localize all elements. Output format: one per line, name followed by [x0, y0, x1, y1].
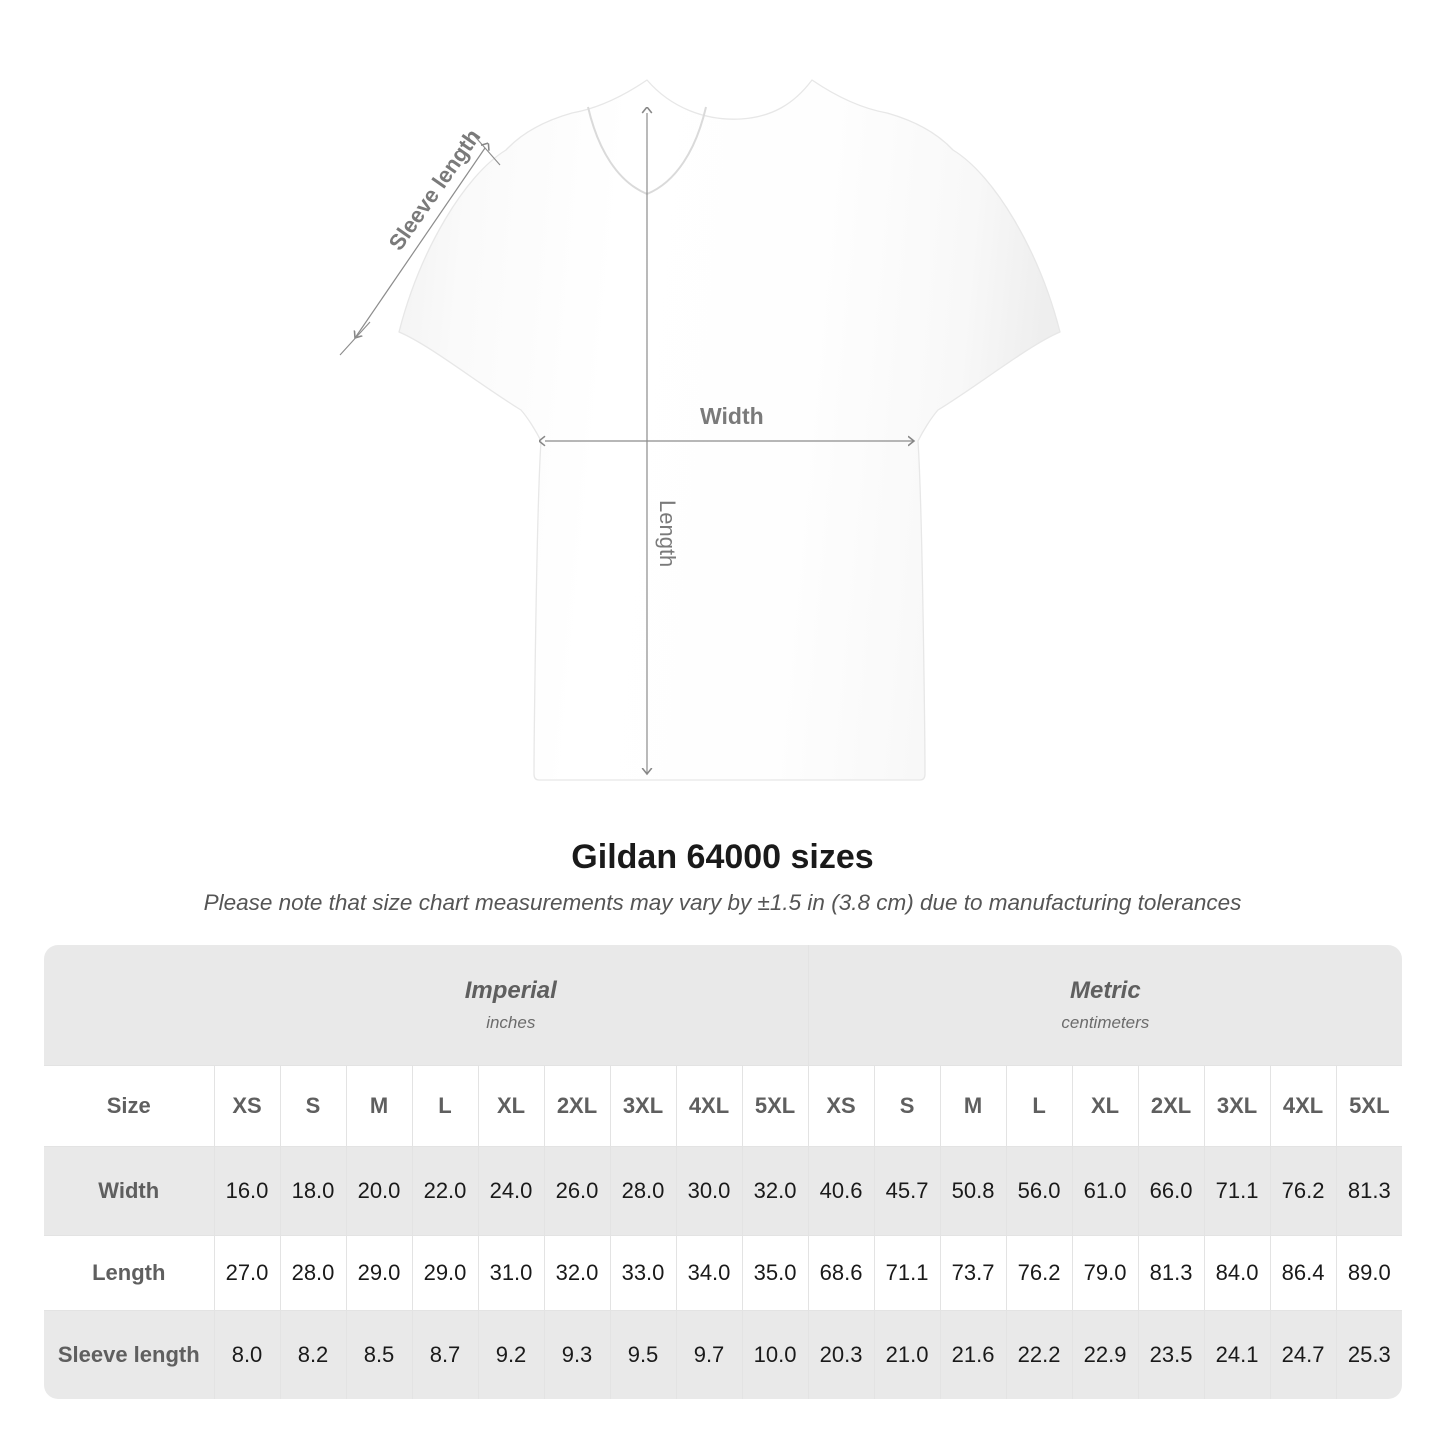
svg-text:Length: Length	[655, 500, 680, 567]
svg-text:Width: Width	[700, 403, 764, 429]
